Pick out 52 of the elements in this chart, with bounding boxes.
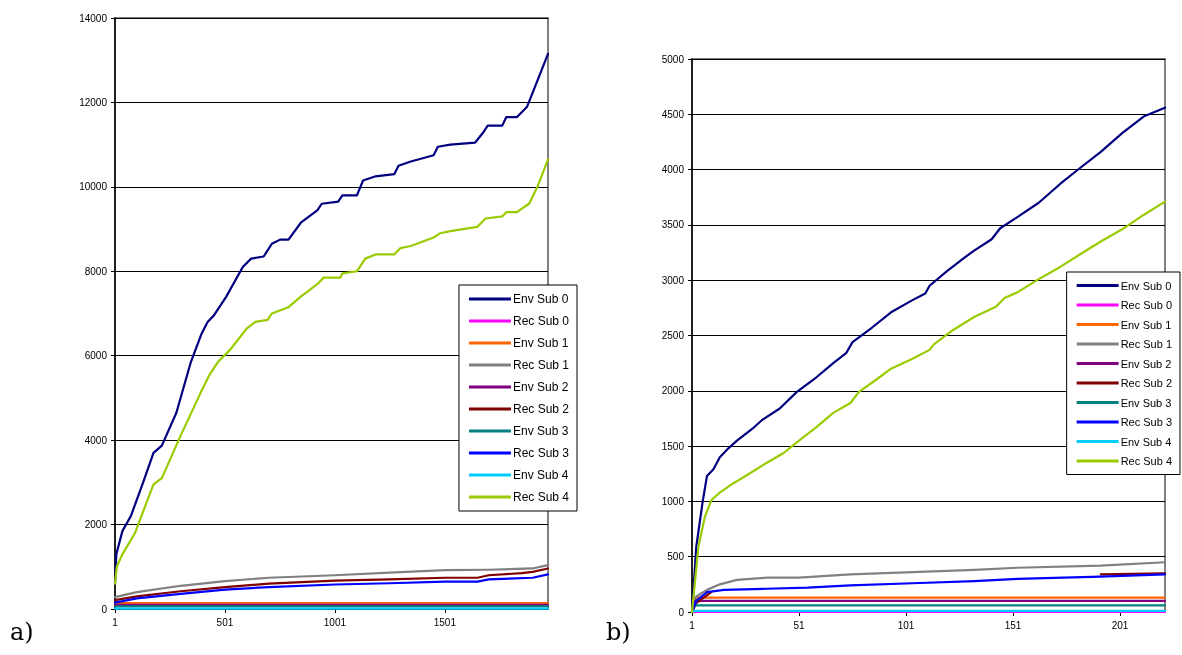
- y-tick-label: 3000: [661, 274, 685, 286]
- x-tick-label: 51: [793, 619, 806, 631]
- legend-label: Env Sub 3: [512, 424, 569, 438]
- legend-label: Env Sub 3: [1120, 396, 1172, 409]
- line-series: [690, 200, 1167, 614]
- legend-label: Env Sub 1: [512, 336, 569, 350]
- text: b): [606, 618, 631, 646]
- legend-label: Rec Sub 4: [1120, 455, 1173, 467]
- y-tick-label: 2000: [661, 385, 685, 397]
- y-tick-label: 4500: [661, 108, 685, 120]
- y-tick-label: 3500: [661, 219, 685, 231]
- legend-label: Env Sub 0: [512, 292, 569, 306]
- legend-label: Env Sub 4: [1120, 435, 1172, 448]
- legend-label: Rec Sub 0: [1120, 299, 1173, 311]
- x-tick-label: 151: [1004, 619, 1022, 631]
- legend-label: Env Sub 2: [1120, 357, 1172, 370]
- legend-label: Rec Sub 2: [512, 402, 570, 416]
- y-tick-label: 6000: [84, 350, 108, 362]
- y-tick-label: 4000: [84, 434, 108, 446]
- x-tick-label: 201: [1111, 619, 1129, 631]
- y-tick-label: 4000: [661, 164, 685, 176]
- x-tick-label: 1: [112, 616, 119, 628]
- legend-label: Env Sub 2: [512, 380, 569, 394]
- legend-label: Env Sub 1: [1120, 318, 1172, 331]
- y-tick-label: 5000: [661, 53, 685, 65]
- y-tick-label: 1500: [661, 440, 685, 452]
- legend-label: Rec Sub 1: [1120, 338, 1173, 350]
- line-series: [113, 573, 550, 604]
- y-tick-label: 2000: [84, 519, 108, 531]
- y-tick-label: 500: [667, 551, 685, 563]
- y-tick-label: 2500: [661, 330, 685, 341]
- y-tick-label: 0: [678, 606, 685, 618]
- legend-label: Rec Sub 2: [1120, 377, 1173, 389]
- x-tick-label: 501: [216, 616, 234, 628]
- x-tick-label: 101: [897, 619, 915, 631]
- text: a): [10, 618, 34, 646]
- y-tick-label: 12000: [79, 96, 108, 108]
- y-tick-label: 1000: [661, 495, 685, 507]
- x-tick-label: 1501: [433, 616, 457, 628]
- y-tick-label: 14000: [79, 12, 108, 24]
- legend-label: Rec Sub 1: [512, 358, 570, 372]
- y-tick-label: 10000: [79, 181, 108, 193]
- y-tick-label: 8000: [84, 265, 108, 277]
- legend-label: Rec Sub 3: [1120, 416, 1173, 428]
- legend-label: Rec Sub 3: [512, 446, 570, 460]
- legend-label: Rec Sub 4: [512, 490, 570, 504]
- legend-label: Env Sub 4: [512, 468, 569, 482]
- x-tick-label: 1: [689, 619, 696, 631]
- legend-label: Rec Sub 0: [512, 314, 570, 328]
- x-tick-label: 1001: [323, 616, 347, 628]
- legend-label: Env Sub 0: [1120, 279, 1172, 292]
- y-tick-label: 0: [101, 603, 108, 615]
